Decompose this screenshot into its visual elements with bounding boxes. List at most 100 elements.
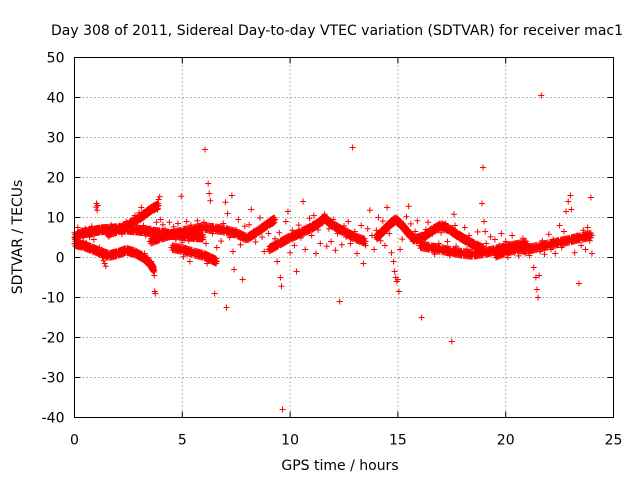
data-point [231,266,238,273]
data-point [461,224,468,231]
x-tick-label: 20 [497,433,515,449]
y-tick-label: 20 [47,171,65,187]
data-point [358,222,365,229]
data-point [74,224,81,231]
data-point [532,274,539,281]
data-point [395,288,402,295]
data-point [533,286,540,293]
data-point [584,224,591,231]
data-point [366,207,373,214]
data-point [538,92,545,99]
data-point [535,294,542,301]
data-point [336,298,343,305]
data-point [530,264,537,271]
data-point [213,258,220,265]
data-point [201,146,208,153]
data-point [310,212,317,219]
data-point [206,190,213,197]
data-point [362,238,369,245]
data-point [556,222,563,229]
data-point [328,238,335,245]
data-point [317,240,324,247]
data-point [123,225,130,232]
data-point [384,204,391,211]
data-point [448,338,455,345]
data-point [218,238,225,245]
data-point [360,260,367,267]
data-point [502,238,509,245]
data-point [224,210,231,217]
data-point [545,231,552,238]
data-point [478,200,485,207]
data-point [265,230,272,237]
data-point [418,314,425,321]
data-point [156,193,163,200]
data-point [541,251,548,258]
x-tick-label: 5 [178,433,187,449]
data-point [568,206,575,213]
data-point [560,228,567,235]
data-point [588,232,595,239]
data-point [379,218,386,225]
data-point [211,290,218,297]
data-point [261,248,268,255]
data-point [302,246,309,253]
data-point [252,238,259,245]
data-point [524,240,531,247]
data-point [293,268,300,275]
data-point [277,274,284,281]
y-tick-label: -30 [42,371,65,387]
data-point [155,202,162,209]
data-point [565,198,572,205]
data-point [450,211,457,218]
data-point [229,248,236,255]
data-point [536,272,543,279]
data-point [371,246,378,253]
data-point [438,229,445,236]
data-point [306,215,313,222]
data-point [222,199,229,206]
data-point [353,250,360,257]
data-point [157,216,164,223]
data-point [186,258,193,265]
data-point [386,230,393,237]
data-point [272,216,279,223]
data-point [287,249,294,256]
data-point [312,250,319,257]
data-point [480,164,487,171]
data-point [412,228,419,235]
data-point [152,290,159,297]
data-point [194,217,201,224]
data-point [444,238,451,245]
chart-title: Day 308 of 2011, Sidereal Day-to-day VTE… [51,23,623,39]
data-point [200,234,207,241]
points-layer [71,92,595,413]
data-point [159,221,166,228]
data-point [567,192,574,199]
data-point [276,229,283,236]
data-point [284,238,291,245]
data-point [397,246,404,253]
y-tick-label: -40 [42,411,65,427]
data-point [405,203,412,210]
data-point [94,202,101,209]
data-point [552,250,559,257]
data-point [271,219,278,226]
data-point [587,194,594,201]
data-point [274,244,281,251]
grid-layer [74,57,614,418]
data-point [369,232,376,239]
data-point [200,219,207,226]
data-point [282,218,289,225]
data-point [509,232,516,239]
y-tick-label: 0 [56,251,65,267]
data-point [259,234,266,241]
y-tick-label: 50 [47,51,65,67]
data-point [278,283,285,290]
data-point [407,220,414,227]
data-point [101,260,108,267]
data-point [295,222,302,229]
data-point [582,246,589,253]
y-tick-label: 10 [47,211,65,227]
